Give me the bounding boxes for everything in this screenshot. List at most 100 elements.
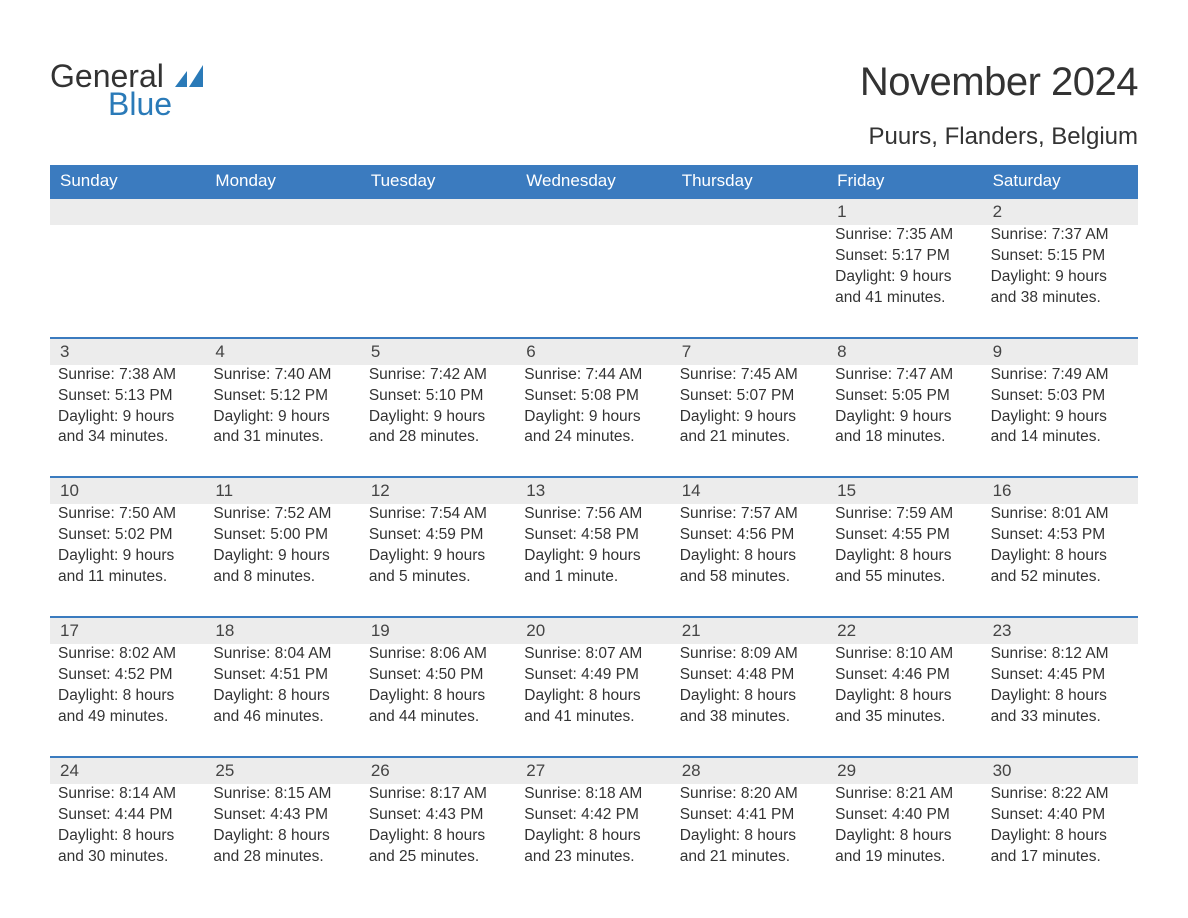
day-cell: Sunrise: 8:09 AMSunset: 4:48 PMDaylight:… xyxy=(672,644,827,738)
daylight-text: Daylight: 9 hours and 11 minutes. xyxy=(58,546,197,588)
sunset-text: Sunset: 5:17 PM xyxy=(835,246,974,267)
sunrise-text: Sunrise: 7:35 AM xyxy=(835,225,974,246)
daylight-text: Daylight: 8 hours and 28 minutes. xyxy=(213,826,352,868)
week-number-row: .....12 xyxy=(50,197,1138,225)
daylight-text: Daylight: 8 hours and 55 minutes. xyxy=(835,546,974,588)
sunset-text: Sunset: 4:40 PM xyxy=(835,805,974,826)
sunrise-text: Sunrise: 7:56 AM xyxy=(524,504,663,525)
day-cell: Sunrise: 7:49 AMSunset: 5:03 PMDaylight:… xyxy=(983,365,1138,459)
week-body-row: Sunrise: 8:02 AMSunset: 4:52 PM Daylight:… xyxy=(50,644,1138,756)
day-number: 13 xyxy=(516,478,671,504)
daylight-text: Daylight: 8 hours and 46 minutes. xyxy=(213,686,352,728)
sunrise-text: Sunrise: 7:57 AM xyxy=(680,504,819,525)
sunset-text: Sunset: 5:02 PM xyxy=(58,525,197,546)
daylight-text: Daylight: 8 hours and 38 minutes. xyxy=(680,686,819,728)
day-number: 18 xyxy=(205,618,360,644)
sunset-text: Sunset: 4:43 PM xyxy=(369,805,508,826)
sunrise-text: Sunrise: 7:38 AM xyxy=(58,365,197,386)
sunrise-text: Sunrise: 8:09 AM xyxy=(680,644,819,665)
sunrise-text: Sunrise: 8:12 AM xyxy=(991,644,1130,665)
sunrise-text: Sunrise: 8:18 AM xyxy=(524,784,663,805)
day-number: 21 xyxy=(672,618,827,644)
daylight-text: Daylight: 9 hours and 41 minutes. xyxy=(835,267,974,309)
sunrise-text: Sunrise: 7:52 AM xyxy=(213,504,352,525)
daylight-text: Daylight: 8 hours and 58 minutes. xyxy=(680,546,819,588)
day-headers-row: Sunday Monday Tuesday Wednesday Thursday… xyxy=(50,165,1138,197)
day-number: 14 xyxy=(672,478,827,504)
sunrise-text: Sunrise: 8:14 AM xyxy=(58,784,197,805)
title-block: November 2024 Puurs, Flanders, Belgium xyxy=(860,20,1138,151)
sunrise-text: Sunrise: 8:02 AM xyxy=(58,644,197,665)
day-cell: Sunrise: 8:21 AMSunset: 4:40 PMDaylight:… xyxy=(827,784,982,878)
day-cell xyxy=(205,225,360,319)
day-cell: Sunrise: 7:37 AMSunset: 5:15 PMDaylight:… xyxy=(983,225,1138,319)
daylight-text: Daylight: 9 hours and 34 minutes. xyxy=(58,407,197,449)
daylight-text: Daylight: 8 hours and 30 minutes. xyxy=(58,826,197,868)
sunset-text: Sunset: 4:44 PM xyxy=(58,805,197,826)
sunset-text: Sunset: 5:03 PM xyxy=(991,386,1130,407)
sunrise-text: Sunrise: 8:17 AM xyxy=(369,784,508,805)
month-title: November 2024 xyxy=(860,60,1138,105)
day-header-thursday: Thursday xyxy=(672,165,827,197)
sunset-text: Sunset: 4:49 PM xyxy=(524,665,663,686)
sunrise-text: Sunrise: 8:07 AM xyxy=(524,644,663,665)
sunset-text: Sunset: 5:05 PM xyxy=(835,386,974,407)
daylight-text: Daylight: 8 hours and 44 minutes. xyxy=(369,686,508,728)
day-cell: Sunrise: 8:15 AMSunset: 4:43 PMDaylight:… xyxy=(205,784,360,878)
week-number-row: 10111213141516 xyxy=(50,476,1138,504)
sunrise-text: Sunrise: 7:49 AM xyxy=(991,365,1130,386)
day-number: 7 xyxy=(672,339,827,365)
sunset-text: Sunset: 4:52 PM xyxy=(58,665,197,686)
daylight-text: Daylight: 9 hours and 21 minutes. xyxy=(680,407,819,449)
day-cell: Sunrise: 8:07 AMSunset: 4:49 PMDaylight:… xyxy=(516,644,671,738)
sunrise-text: Sunrise: 8:22 AM xyxy=(991,784,1130,805)
day-number: 5 xyxy=(361,339,516,365)
day-cell: Sunrise: 7:56 AMSunset: 4:58 PMDaylight:… xyxy=(516,504,671,598)
day-number: 9 xyxy=(983,339,1138,365)
daylight-text: Daylight: 9 hours and 28 minutes. xyxy=(369,407,508,449)
week-body-row: Sunrise: 7:35 AMSunset: 5:17 PMDaylight:… xyxy=(50,225,1138,337)
weeks-container: .....12Sunrise: 7:35 AMSunset: 5:17 PMDa… xyxy=(50,197,1138,895)
day-cell: Sunrise: 7:52 AMSunset: 5:00 PMDaylight:… xyxy=(205,504,360,598)
daylight-text: Daylight: 8 hours and 33 minutes. xyxy=(991,686,1130,728)
day-cell: Sunrise: 7:50 AMSunset: 5:02 PMDaylight:… xyxy=(50,504,205,598)
week-body-row: Sunrise: 7:38 AMSunset: 5:13 PMDaylight:… xyxy=(50,365,1138,477)
sunset-text: Sunset: 5:13 PM xyxy=(58,386,197,407)
daylight-text: Daylight: 8 hours and 25 minutes. xyxy=(369,826,508,868)
logo-sail-icon xyxy=(175,58,203,94)
week-number-row: 3456789 xyxy=(50,337,1138,365)
day-cell: Sunrise: 7:57 AMSunset: 4:56 PMDaylight:… xyxy=(672,504,827,598)
day-cell: Sunrise: 8:17 AMSunset: 4:43 PMDaylight:… xyxy=(361,784,516,878)
day-cell: Sunrise: 8:20 AMSunset: 4:41 PMDaylight:… xyxy=(672,784,827,878)
daylight-text: Daylight: 8 hours and 52 minutes. xyxy=(991,546,1130,588)
daylight-text: Daylight: 9 hours and 24 minutes. xyxy=(524,407,663,449)
day-number: 8 xyxy=(827,339,982,365)
location: Puurs, Flanders, Belgium xyxy=(860,123,1138,151)
sunset-text: Sunset: 4:59 PM xyxy=(369,525,508,546)
sunset-text: Sunset: 4:58 PM xyxy=(524,525,663,546)
week-number-row: 17181920212223 xyxy=(50,616,1138,644)
week-body-row: Sunrise: 8:14 AMSunset: 4:44 PMDaylight:… xyxy=(50,784,1138,896)
day-cell: Sunrise: 8:02 AMSunset: 4:52 PMDaylight:… xyxy=(50,644,205,738)
sunset-text: Sunset: 5:12 PM xyxy=(213,386,352,407)
sunset-text: Sunset: 4:40 PM xyxy=(991,805,1130,826)
day-number: 4 xyxy=(205,339,360,365)
daylight-text: Daylight: 9 hours and 38 minutes. xyxy=(991,267,1130,309)
day-number: 25 xyxy=(205,758,360,784)
day-number: 28 xyxy=(672,758,827,784)
sunrise-text: Sunrise: 7:47 AM xyxy=(835,365,974,386)
day-number: 12 xyxy=(361,478,516,504)
day-number: 1 xyxy=(827,199,982,225)
day-cell: Sunrise: 7:47 AMSunset: 5:05 PMDaylight:… xyxy=(827,365,982,459)
sunset-text: Sunset: 4:43 PM xyxy=(213,805,352,826)
day-number: 22 xyxy=(827,618,982,644)
sunrise-text: Sunrise: 7:54 AM xyxy=(369,504,508,525)
sunset-text: Sunset: 4:50 PM xyxy=(369,665,508,686)
sunrise-text: Sunrise: 7:40 AM xyxy=(213,365,352,386)
daylight-text: Daylight: 9 hours and 31 minutes. xyxy=(213,407,352,449)
day-header-saturday: Saturday xyxy=(983,165,1138,197)
logo: General Blue xyxy=(50,20,203,120)
daylight-text: Daylight: 8 hours and 19 minutes. xyxy=(835,826,974,868)
daylight-text: Daylight: 9 hours and 1 minute. xyxy=(524,546,663,588)
day-number: 20 xyxy=(516,618,671,644)
